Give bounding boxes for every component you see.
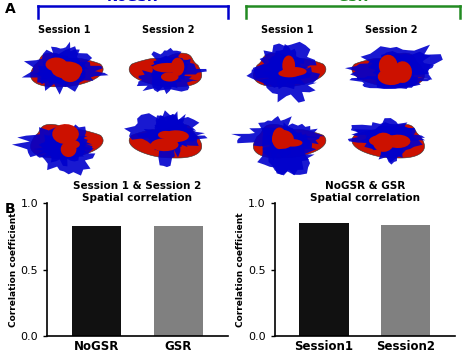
Title: Session 1 & Session 2
Spatial correlation: Session 1 & Session 2 Spatial correlatio…	[73, 181, 201, 203]
Bar	[154, 226, 203, 336]
Polygon shape	[61, 141, 76, 157]
Bar	[382, 225, 430, 336]
Polygon shape	[268, 54, 302, 76]
Polygon shape	[34, 140, 89, 160]
Text: A: A	[5, 2, 16, 16]
Polygon shape	[246, 57, 312, 89]
Polygon shape	[278, 124, 324, 149]
Polygon shape	[154, 115, 182, 167]
Polygon shape	[373, 132, 394, 152]
Polygon shape	[32, 62, 109, 83]
Y-axis label: Correlation coefficient: Correlation coefficient	[9, 212, 18, 327]
Text: B: B	[5, 202, 15, 216]
Polygon shape	[153, 63, 183, 72]
Polygon shape	[258, 116, 299, 161]
Y-axis label: Correlation coefficient: Correlation coefficient	[237, 212, 246, 327]
Polygon shape	[129, 53, 202, 87]
Polygon shape	[376, 127, 404, 165]
Polygon shape	[231, 127, 318, 148]
Polygon shape	[136, 122, 208, 149]
Polygon shape	[44, 55, 81, 79]
Polygon shape	[151, 48, 182, 80]
Polygon shape	[38, 126, 95, 176]
Polygon shape	[156, 114, 189, 147]
Polygon shape	[158, 131, 173, 139]
Polygon shape	[151, 59, 207, 80]
Text: GSR: GSR	[338, 0, 368, 4]
Polygon shape	[369, 135, 399, 147]
Polygon shape	[129, 124, 202, 158]
Polygon shape	[376, 51, 434, 76]
Polygon shape	[253, 53, 326, 87]
Polygon shape	[30, 53, 103, 87]
Polygon shape	[282, 67, 307, 76]
Text: Session 1: Session 1	[261, 25, 313, 35]
Polygon shape	[22, 46, 92, 95]
Polygon shape	[12, 127, 92, 157]
Polygon shape	[46, 42, 85, 87]
Bar	[72, 226, 121, 336]
Polygon shape	[124, 113, 200, 150]
Polygon shape	[349, 72, 431, 89]
Polygon shape	[152, 56, 185, 94]
Polygon shape	[361, 45, 443, 89]
Polygon shape	[345, 54, 426, 84]
Polygon shape	[272, 130, 294, 149]
Polygon shape	[36, 60, 73, 85]
Polygon shape	[153, 110, 189, 157]
Polygon shape	[257, 132, 316, 175]
Polygon shape	[272, 127, 287, 149]
Polygon shape	[253, 42, 317, 89]
Polygon shape	[52, 124, 79, 144]
Polygon shape	[30, 124, 103, 158]
Polygon shape	[278, 70, 301, 77]
Polygon shape	[163, 130, 189, 142]
Polygon shape	[263, 122, 312, 175]
Polygon shape	[46, 57, 67, 71]
Polygon shape	[171, 57, 184, 76]
Polygon shape	[151, 138, 179, 151]
Polygon shape	[393, 61, 412, 83]
Polygon shape	[351, 122, 416, 142]
Polygon shape	[137, 70, 199, 92]
Polygon shape	[257, 62, 320, 103]
Polygon shape	[271, 44, 304, 84]
Polygon shape	[253, 124, 326, 158]
Polygon shape	[352, 124, 425, 158]
Polygon shape	[283, 139, 302, 147]
Polygon shape	[379, 55, 398, 76]
Polygon shape	[378, 68, 404, 85]
Polygon shape	[52, 61, 82, 79]
Polygon shape	[373, 54, 412, 80]
Text: Session 2: Session 2	[365, 25, 417, 35]
Polygon shape	[161, 72, 179, 81]
Polygon shape	[352, 53, 425, 87]
Polygon shape	[65, 140, 80, 149]
Polygon shape	[348, 126, 425, 149]
Bar	[300, 223, 348, 336]
Polygon shape	[386, 135, 410, 148]
Polygon shape	[45, 125, 92, 161]
Polygon shape	[283, 55, 295, 76]
Polygon shape	[367, 118, 423, 162]
Polygon shape	[45, 126, 81, 166]
Polygon shape	[361, 130, 394, 149]
Text: Session 2: Session 2	[142, 25, 194, 35]
Polygon shape	[59, 62, 81, 82]
Polygon shape	[160, 56, 189, 74]
Text: Session 1: Session 1	[38, 25, 90, 35]
Text: NoGSR: NoGSR	[107, 0, 158, 4]
Title: NoGSR & GSR
Spatial correlation: NoGSR & GSR Spatial correlation	[310, 181, 420, 203]
